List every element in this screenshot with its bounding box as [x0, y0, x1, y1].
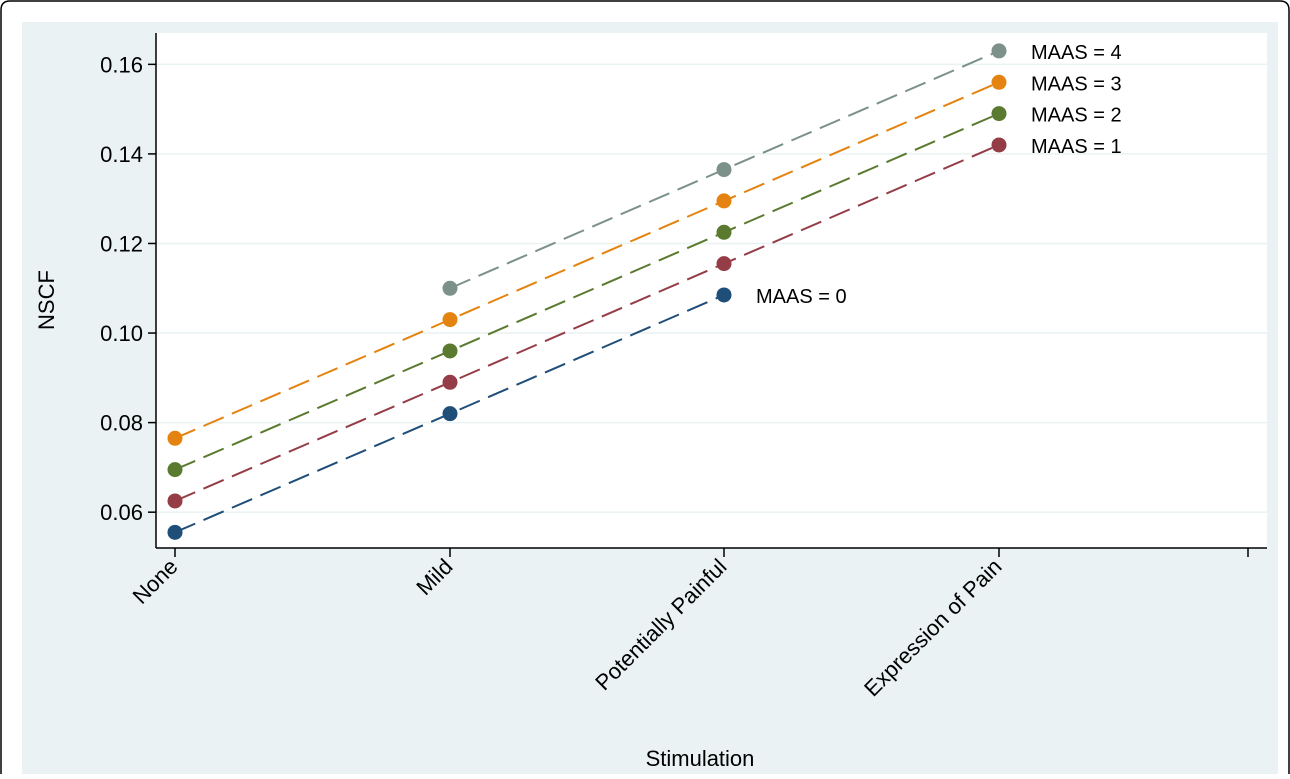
data-point [442, 312, 458, 328]
data-point [716, 224, 732, 240]
data-point [442, 406, 458, 422]
series-label: MAAS = 1 [1031, 136, 1122, 158]
gridlines [156, 63, 1267, 513]
data-point [991, 74, 1007, 90]
data-point [167, 462, 183, 478]
data-point [716, 287, 732, 303]
data-point [442, 374, 458, 390]
data-point [991, 106, 1007, 122]
series-line [174, 144, 1000, 502]
series-line [174, 112, 1000, 471]
y-ticks: 0.06 0.08 0.10 0.12 0.14 0.16 [100, 52, 156, 525]
y-tick-label: 0.08 [100, 411, 143, 436]
series-label: MAAS = 4 [1031, 42, 1122, 64]
data-point [442, 280, 458, 296]
data-point [167, 524, 183, 540]
plot-area [156, 33, 1267, 548]
y-tick-label: 0.06 [100, 500, 143, 525]
data-point [716, 193, 732, 209]
y-axis-title: NSCF [34, 270, 59, 330]
y-tick-label: 0.16 [100, 52, 143, 77]
series-label: MAAS = 2 [1031, 105, 1122, 127]
series-layer [167, 43, 1007, 540]
data-point [167, 493, 183, 509]
data-point [991, 43, 1007, 59]
y-tick-label: 0.10 [100, 321, 143, 346]
y-tick-label: 0.14 [100, 142, 143, 167]
series-label: MAAS = 3 [1031, 73, 1122, 95]
series-line [174, 81, 1000, 440]
data-point [991, 137, 1007, 153]
data-point [442, 343, 458, 359]
y-tick-label: 0.12 [100, 231, 143, 256]
series-label: MAAS = 0 [756, 286, 847, 308]
data-point [716, 256, 732, 272]
x-axis-title: Stimulation [646, 746, 755, 771]
series-labels: MAAS = 0 MAAS = 1 MAAS = 2 MAAS = 3 MAAS = 4 [756, 42, 1122, 308]
data-point [716, 162, 732, 178]
data-point [167, 430, 183, 446]
